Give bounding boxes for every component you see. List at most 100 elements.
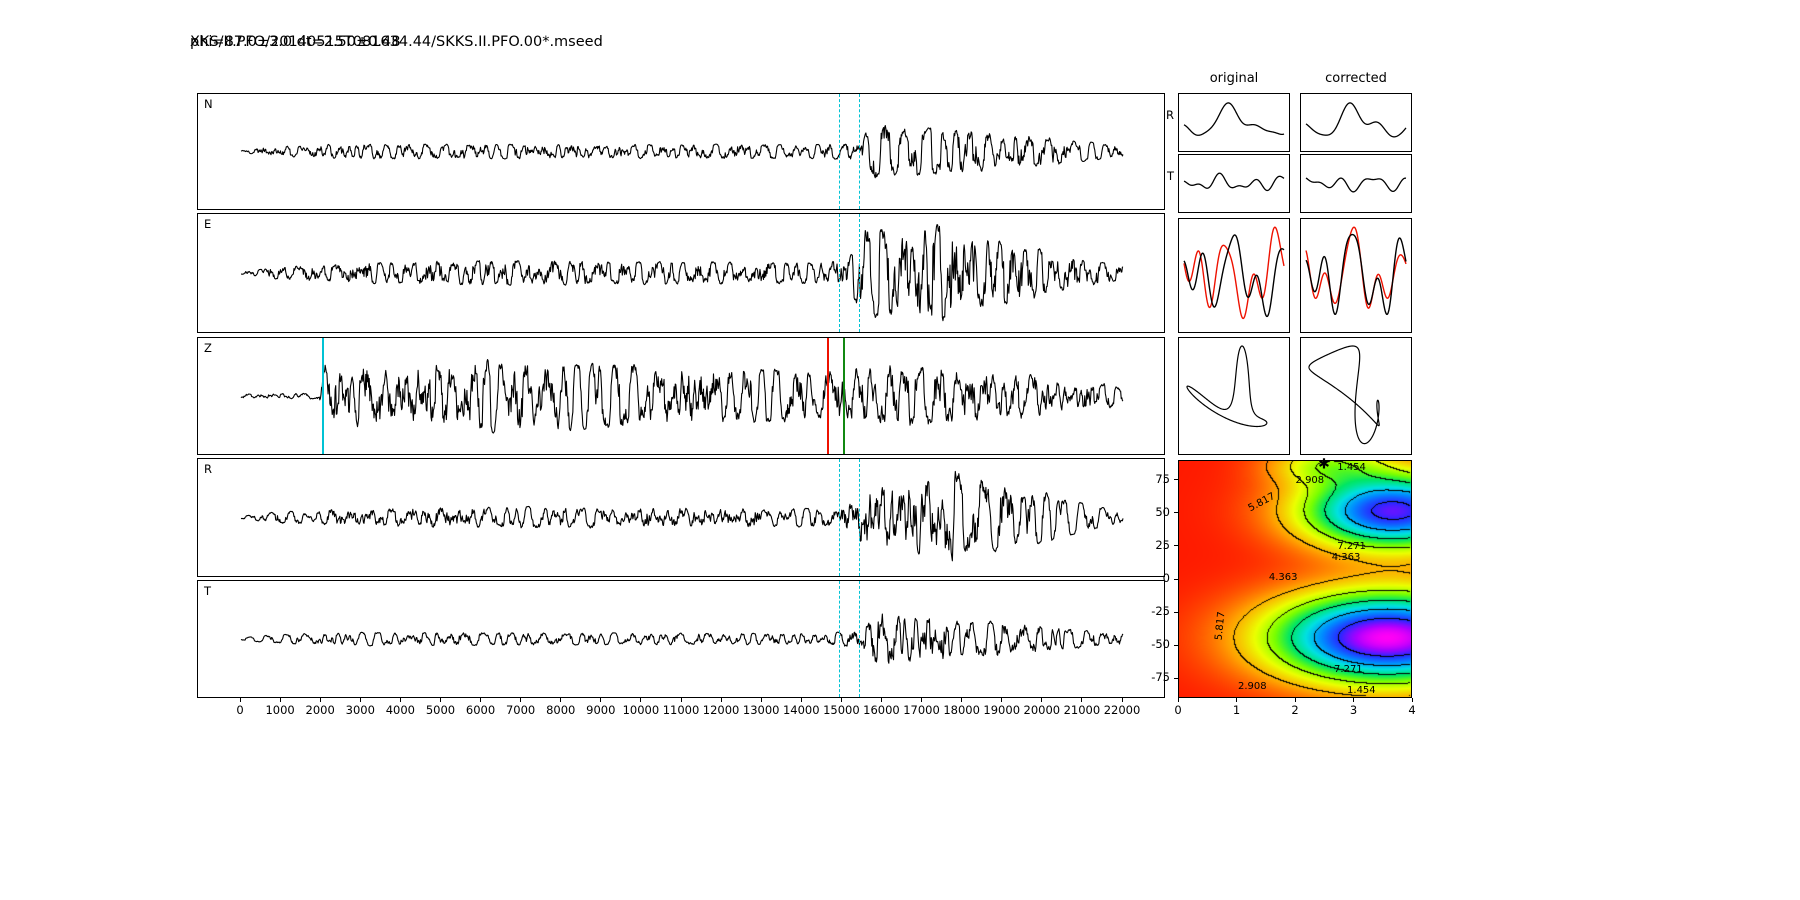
contour-label: 1.454 [1337,461,1366,473]
time-tick [560,698,562,702]
particle-motion-corrected-panel [1300,337,1412,455]
time-tick [480,698,482,702]
time-tick-label: 7000 [505,703,536,717]
trace-canvas-r [198,459,1164,576]
phi-tick-label: -75 [1151,670,1170,685]
window-start-marker [839,94,841,209]
best-fit-star-icon: ✱ [1318,456,1330,473]
panel-label-t: T [204,584,212,598]
time-tick-label: 18000 [943,703,980,717]
dt-tick [1294,698,1296,702]
time-tick-label: 6000 [465,703,496,717]
dt-tick-label: 4 [1408,703,1416,717]
dt-tick-label: 1 [1232,703,1241,717]
time-tick [680,698,682,702]
window-start-marker [839,459,841,576]
phi-tick-label: 50 [1155,504,1170,519]
time-tick [520,698,522,702]
contour-label: 2.908 [1237,681,1267,693]
trace-canvas-t [198,581,1164,697]
time-tick-label: 11000 [662,703,700,717]
phi-tick [1174,512,1178,514]
phi-tick [1174,611,1178,613]
dt-tick-label: 2 [1291,703,1299,717]
time-tick-label: 21000 [1063,703,1101,717]
phi-tick-label: -25 [1151,604,1170,619]
time-tick [319,698,321,702]
time-tick-label: 16000 [863,703,900,717]
time-tick-label: 5000 [425,703,456,717]
radial-corrected-panel-canvas [1301,94,1411,151]
compare-corrected-panel [1300,218,1412,333]
transverse-corrected-panel-canvas [1301,155,1411,212]
time-tick [439,698,441,702]
particle-motion-corrected-panel-canvas [1301,338,1411,454]
panel-label-r: R [204,462,212,476]
time-tick-label: 10000 [622,703,660,717]
time-tick [239,698,241,702]
waveform-panel-n: N [197,93,1165,210]
contour-label: 7.271 [1337,541,1366,553]
time-tick-label: 14000 [782,703,820,717]
time-tick-label: 9000 [586,703,616,717]
transverse-original-panel-canvas [1179,155,1289,212]
time-tick [1081,698,1083,702]
window-start-marker [839,214,841,332]
window-end-marker [859,214,861,332]
error-surface-panel: ✱ 1.454 2.908 5.817 7.271 4.363 4.363 5.817 7.2… [1178,456,1412,698]
column-header-original: original [1209,71,1259,86]
compare-original-panel-canvas [1179,219,1289,332]
transverse-original-panel [1178,154,1290,213]
trace-canvas-n [198,94,1164,209]
trace-canvas-e [198,214,1164,332]
particle-motion-original-panel-canvas [1179,338,1289,454]
time-tick [1041,698,1043,702]
time-tick-label: 3000 [345,703,375,717]
contour-label: 4.363 [1331,552,1361,564]
contour-label: 1.454 [1347,685,1376,697]
error-surface-heatmap [1179,461,1411,697]
waveform-panel-e: E [197,213,1165,333]
column-header-corrected: corrected [1325,71,1387,86]
radial-original-panel-canvas [1179,94,1289,151]
window-end-marker [859,94,861,209]
phi-tick-label: -50 [1151,637,1170,652]
time-tick-label: 2000 [305,703,335,717]
time-tick [760,698,762,702]
radial-original-panel [1178,93,1290,152]
window-end-marker [859,581,861,697]
time-tick-label: 12000 [702,703,740,717]
time-tick [961,698,963,702]
dt-tick [1177,698,1179,702]
time-tick [800,698,802,702]
transverse-corrected-panel [1300,154,1412,213]
panel-label-n: N [204,97,213,111]
time-tick-label: 4000 [385,703,415,717]
phi-tick-label: 25 [1155,537,1170,552]
time-tick [720,698,722,702]
phi-tick [1174,479,1178,481]
contour-label: 4.363 [1268,572,1298,584]
time-tick [359,698,361,702]
time-tick [1121,698,1123,702]
time-tick [399,698,401,702]
contour-label: 2.908 [1295,474,1325,486]
panel-label-z: Z [204,341,212,355]
phi-tick [1174,677,1178,679]
row-label-transverse: T [1166,169,1174,183]
phi-tick [1174,644,1178,646]
dt-tick [1236,698,1237,702]
time-tick [600,698,602,702]
time-tick [921,698,923,702]
dt-tick-label: 3 [1349,703,1358,717]
time-tick [279,698,281,702]
window-start-marker [839,581,841,697]
pick-red-marker [827,338,830,454]
phi-tick-label: 0 [1162,571,1170,585]
dt-tick [1353,698,1354,702]
compare-corrected-panel-canvas [1301,219,1411,332]
time-tick-label: 0 [236,703,244,717]
title-line-2: phi=87.0±3.0 dt=2.50±0.48 [190,34,401,50]
waveform-panel-z: Z [197,337,1165,455]
